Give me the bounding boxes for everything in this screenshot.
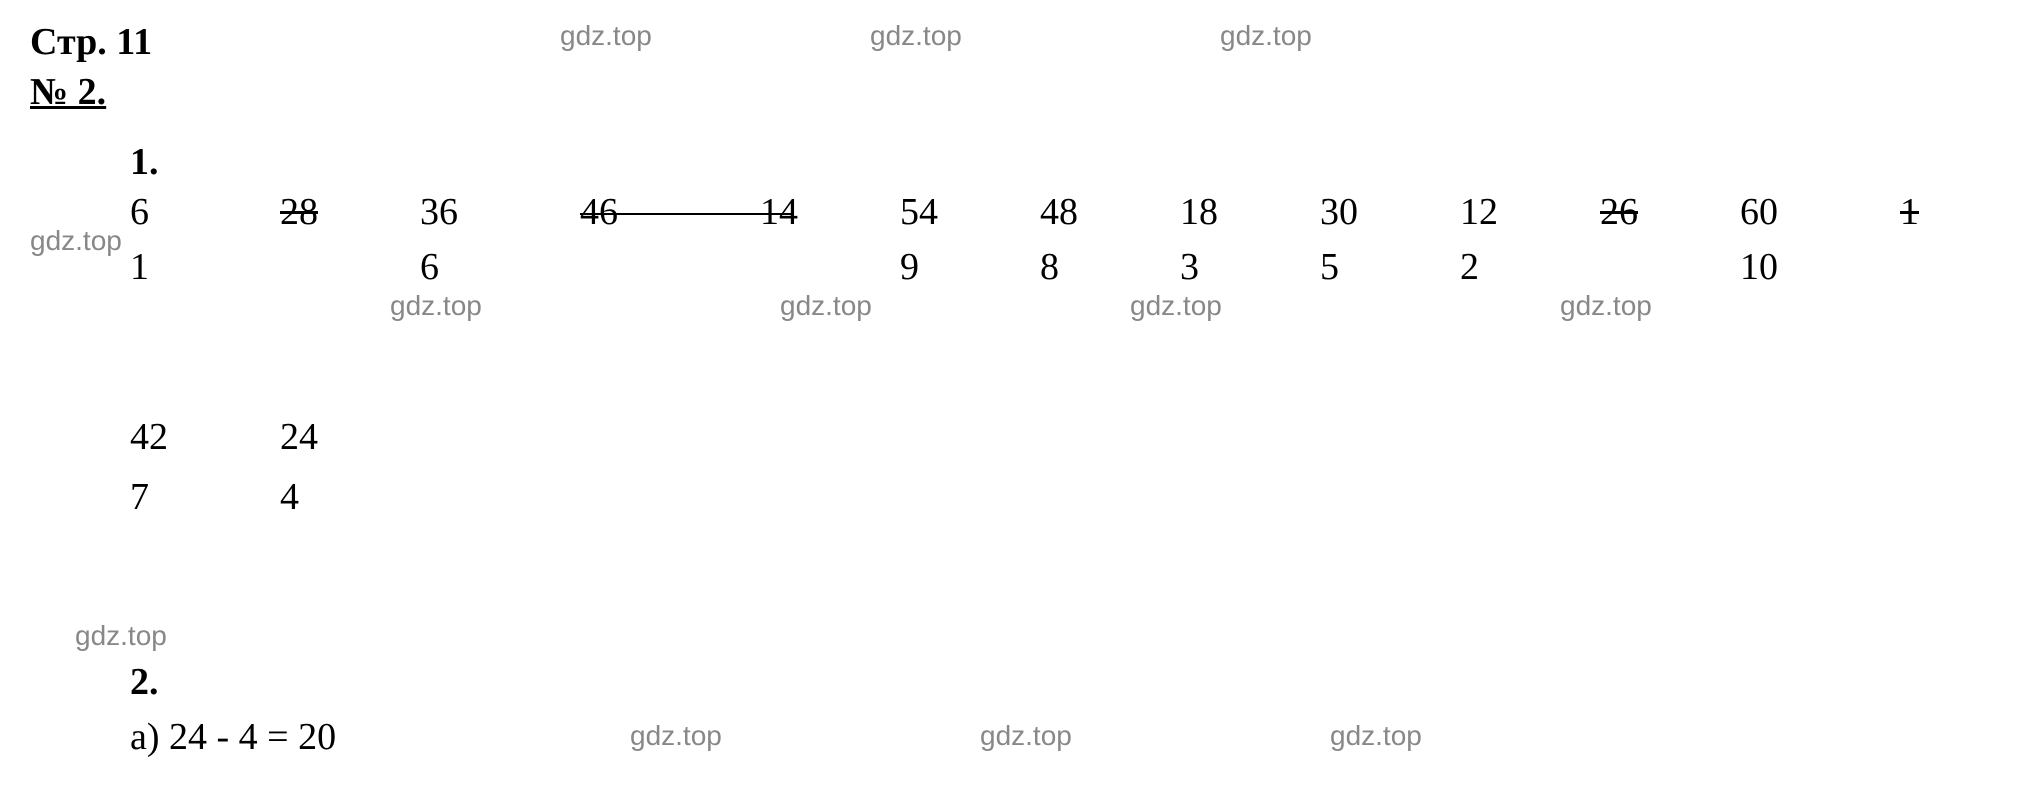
row2-cell-4: 3: [1180, 245, 1199, 289]
row1-cell-8: 30: [1320, 190, 1358, 234]
row2-cell-7: 10: [1740, 245, 1778, 289]
watermark: gdz.top: [75, 620, 167, 652]
row1-cell-7: 18: [1180, 190, 1218, 234]
row1-cell-10: 26: [1600, 190, 1638, 234]
row1-cell-5: 54: [900, 190, 938, 234]
section-2-label: 2.: [130, 660, 159, 704]
row1-cell-1: 28: [280, 190, 318, 234]
watermark: gdz.top: [1130, 290, 1222, 322]
row1-cell-3: 46: [580, 190, 618, 234]
equation-a: а) 24 - 4 = 20: [130, 715, 336, 759]
watermark: gdz.top: [1220, 20, 1312, 52]
row2-cell-1: 6: [420, 245, 439, 289]
watermark: gdz.top: [780, 290, 872, 322]
row3-cell-1: 24: [280, 415, 318, 459]
row4-cell-0: 7: [130, 475, 149, 519]
row1-cell-6: 48: [1040, 190, 1078, 234]
row1-cell-11: 60: [1740, 190, 1778, 234]
row2-cell-2: 9: [900, 245, 919, 289]
watermark: gdz.top: [980, 720, 1072, 752]
watermark: gdz.top: [30, 225, 122, 257]
row2-cell-3: 8: [1040, 245, 1059, 289]
watermark: gdz.top: [1330, 720, 1422, 752]
watermark: gdz.top: [630, 720, 722, 752]
watermark: gdz.top: [1560, 290, 1652, 322]
row2-cell-5: 5: [1320, 245, 1339, 289]
row1-cell-4: 14: [760, 190, 798, 234]
row2-cell-0: 1: [130, 245, 149, 289]
watermark: gdz.top: [560, 20, 652, 52]
section-1-label: 1.: [130, 140, 159, 184]
row2-cell-6: 2: [1460, 245, 1479, 289]
watermark: gdz.top: [870, 20, 962, 52]
row1-cell-9: 12: [1460, 190, 1498, 234]
row1-cell-12: 1: [1900, 190, 1919, 234]
problem-number: № 2.: [30, 70, 106, 114]
watermark: gdz.top: [390, 290, 482, 322]
row3-cell-0: 42: [130, 415, 168, 459]
row1-cell-2: 36: [420, 190, 458, 234]
strike-46-14: [580, 213, 794, 215]
page-label: Стр. 11: [30, 20, 152, 64]
row1-cell-0: 6: [130, 190, 149, 234]
row4-cell-1: 4: [280, 475, 299, 519]
